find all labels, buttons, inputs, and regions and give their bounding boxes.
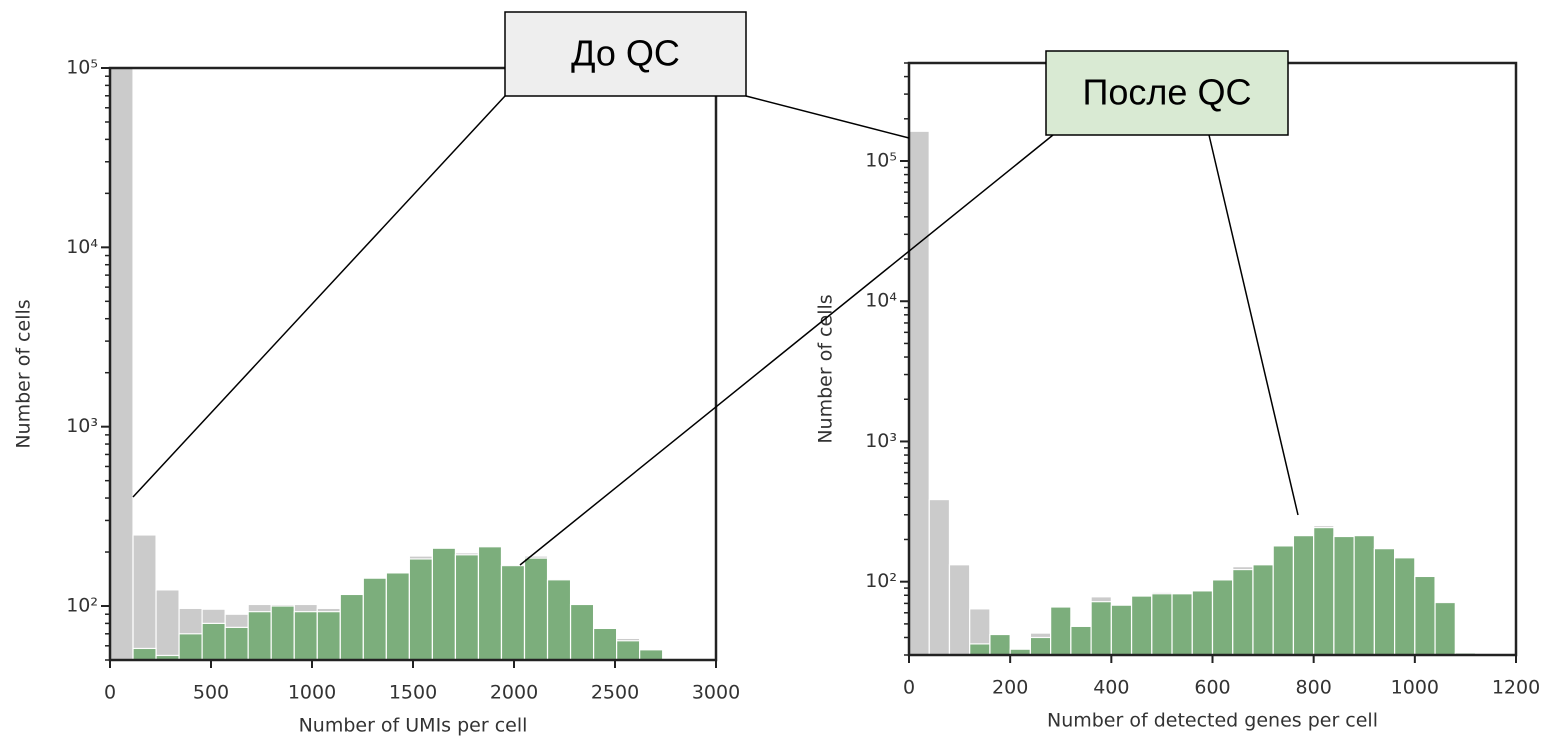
y-tick-label: 10³: [66, 415, 98, 437]
bar: [1211, 579, 1234, 656]
annotation-box: [504, 11, 747, 97]
annotation-text: До QC: [571, 33, 680, 74]
bar: [1050, 606, 1072, 656]
bar: [1373, 548, 1396, 656]
annotation-text: После QC: [1083, 72, 1252, 113]
x-tick-label: 400: [1093, 677, 1129, 699]
bar: [989, 633, 1011, 656]
x-tick-label: 0: [903, 677, 915, 699]
bar: [1272, 545, 1295, 656]
bar: [1070, 625, 1092, 656]
bar: [639, 649, 664, 661]
bar: [948, 564, 971, 656]
x-axis-label: Number of detected genes per cell: [1047, 710, 1378, 732]
annotation-leader: [132, 95, 506, 498]
bar: [362, 577, 387, 661]
bar: [569, 603, 595, 661]
bar: [908, 130, 930, 656]
y-tick-label: 10⁵: [865, 150, 897, 172]
bar: [109, 67, 134, 661]
annotation-leader: [519, 134, 1054, 566]
bar: [1090, 601, 1112, 656]
y-tick-label: 10⁴: [66, 236, 98, 258]
bar: [1333, 535, 1355, 656]
bar: [616, 640, 641, 661]
bar: [1191, 590, 1214, 656]
bar: [1151, 593, 1173, 656]
annotation-box: [1045, 50, 1289, 136]
bar: [1029, 636, 1052, 656]
annotation-leader: [1208, 134, 1299, 516]
bar: [500, 565, 526, 661]
x-tick-label: 1200: [1492, 677, 1540, 699]
x-tick-label: 2500: [591, 682, 639, 704]
bar: [132, 647, 157, 661]
bar: [546, 579, 572, 661]
bar: [969, 643, 991, 656]
y-tick-label: 10²: [865, 570, 897, 592]
x-tick-label: 600: [1194, 677, 1230, 699]
bar: [316, 611, 341, 661]
bar: [477, 546, 503, 661]
bar: [155, 589, 180, 661]
bar: [408, 558, 433, 661]
bar: [270, 605, 295, 661]
x-tick-label: 800: [1296, 677, 1332, 699]
bar: [523, 557, 549, 661]
bar: [247, 611, 272, 661]
bar: [1292, 535, 1315, 656]
bar: [1130, 595, 1153, 656]
y-axis-label: Number of cells: [815, 294, 837, 443]
y-tick-label: 10⁴: [865, 290, 897, 312]
bar: [385, 572, 410, 661]
x-tick-label: 0: [104, 682, 116, 704]
bar: [339, 593, 364, 661]
x-tick-label: 500: [193, 682, 229, 704]
bar: [1252, 564, 1274, 656]
x-tick-label: 200: [992, 677, 1028, 699]
bar: [1171, 593, 1193, 656]
bar: [132, 534, 157, 661]
y-tick-label: 10³: [865, 430, 897, 452]
bar: [201, 622, 226, 661]
y-tick-label: 10²: [66, 595, 98, 617]
x-tick-label: 1500: [389, 682, 437, 704]
bar: [1232, 568, 1254, 656]
bar: [592, 627, 618, 661]
x-tick-label: 2000: [490, 682, 538, 704]
x-tick-label: 1000: [288, 682, 336, 704]
bar: [1313, 527, 1335, 656]
y-axis-label: Number of cells: [13, 299, 35, 448]
bar: [1110, 604, 1133, 656]
y-tick-label: 10⁵: [66, 57, 98, 79]
x-tick-label: 1000: [1391, 677, 1439, 699]
bar: [178, 633, 203, 661]
bar: [1393, 557, 1416, 656]
x-tick-label: 3000: [692, 682, 740, 704]
bar: [1434, 601, 1456, 656]
bar: [928, 498, 951, 656]
bar: [1414, 575, 1436, 656]
bar: [293, 611, 318, 661]
bar: [454, 554, 480, 661]
bar: [431, 547, 457, 661]
annotation-leader: [745, 95, 910, 139]
bar: [1353, 535, 1375, 656]
bar: [224, 626, 249, 661]
x-axis-label: Number of UMIs per cell: [299, 715, 528, 737]
